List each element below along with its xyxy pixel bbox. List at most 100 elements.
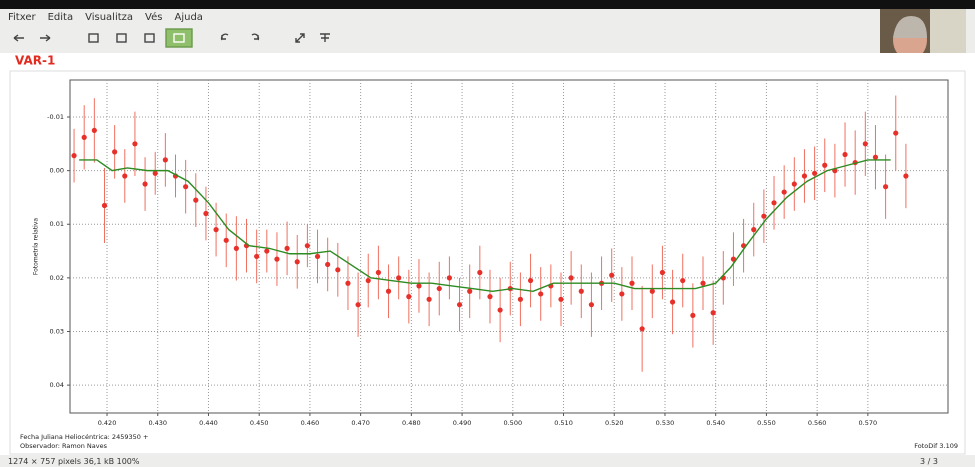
data-point	[883, 184, 889, 190]
back-button[interactable]	[13, 34, 24, 42]
chart: 0.420 0.430 0.440 0.450 0.460 0.470 0.480 0.490…	[33, 79, 949, 427]
status-page: 3 / 3	[920, 457, 938, 466]
menu-bar: Fitxer Edita Visualitza Vés Ajuda	[8, 11, 203, 23]
data-point	[183, 184, 189, 190]
data-point	[690, 312, 696, 319]
data-point	[274, 256, 280, 262]
data-point	[436, 285, 442, 292]
data-point	[406, 294, 412, 300]
title-bar	[0, 0, 975, 9]
data-point	[375, 269, 381, 276]
x-tick-label: 0.570	[859, 419, 878, 427]
data-point	[314, 253, 321, 260]
data-point	[335, 267, 341, 273]
toolbar	[13, 28, 330, 48]
smoothed-line	[79, 159, 891, 292]
menu-item[interactable]: Edita	[48, 12, 74, 23]
data-point	[659, 269, 666, 276]
data-point	[700, 280, 706, 286]
data-point	[416, 283, 422, 289]
zoom-original-button[interactable]	[165, 28, 193, 48]
data-point	[862, 141, 868, 147]
data-point	[872, 154, 879, 160]
data-point	[578, 288, 584, 294]
x-tick-label: 0.560	[808, 419, 827, 427]
zoom-original-icon	[173, 33, 185, 43]
data-point	[639, 326, 645, 332]
y-tick-label: 0.02	[50, 274, 64, 282]
y-axis-label: Fotometría relativa	[33, 218, 40, 275]
data-point	[629, 280, 635, 286]
plot-area	[69, 79, 949, 414]
x-tick-label: 0.460	[301, 419, 320, 427]
data-point	[396, 275, 402, 281]
rotate-left-button[interactable]	[220, 33, 229, 41]
data-point	[284, 245, 290, 251]
zoom-fit-button[interactable]	[88, 33, 99, 43]
data-point	[791, 181, 797, 187]
y-tick-label: 0.00	[50, 167, 64, 175]
data-point	[812, 170, 818, 176]
fullscreen-button[interactable]	[295, 33, 305, 43]
menu-item[interactable]: Vés	[145, 11, 162, 23]
x-tick-label: 0.490	[453, 419, 472, 427]
data-point	[761, 213, 767, 219]
data-point	[162, 157, 168, 163]
data-point	[426, 296, 432, 302]
data-point	[304, 243, 310, 249]
menu-item[interactable]: Ajuda	[174, 12, 202, 23]
data-point	[649, 288, 655, 294]
data-point	[903, 173, 909, 179]
data-point	[487, 294, 493, 300]
data-point	[345, 280, 351, 286]
data-point	[203, 210, 209, 217]
data-point	[101, 202, 108, 209]
x-tick-label: 0.540	[706, 419, 725, 427]
data-point	[558, 296, 564, 302]
data-point	[781, 189, 787, 195]
data-point	[112, 149, 118, 155]
x-tick-label: 0.520	[605, 419, 624, 427]
rotate-right-button[interactable]	[251, 33, 260, 41]
status-info: 1274 × 757 pixels 36,1 kB 100%	[8, 457, 140, 466]
data-point	[122, 173, 128, 179]
data-point	[588, 302, 595, 308]
data-point	[710, 310, 716, 316]
data-point	[801, 173, 808, 179]
x-tick-label: 0.550	[757, 419, 776, 427]
data-point	[730, 256, 737, 262]
forward-button[interactable]	[40, 34, 51, 42]
data-point	[822, 162, 828, 168]
data-point	[132, 141, 138, 147]
data-point	[91, 127, 97, 134]
data-point	[456, 302, 463, 308]
software-note: FotoDif 3.109	[914, 442, 958, 450]
data-point	[517, 296, 524, 302]
data-point	[71, 153, 77, 159]
data-point	[81, 134, 87, 140]
y-tick-label: 0.01	[50, 220, 64, 228]
x-axis-label: Fecha Juliana Heliocéntrica: 2459350 +	[20, 433, 148, 441]
zoom-out-button[interactable]	[144, 33, 155, 43]
data-point	[254, 253, 260, 260]
y-tick-label: 0.04	[50, 381, 64, 389]
menu-item[interactable]: Visualitza	[85, 12, 133, 23]
x-tick-label: 0.470	[351, 419, 370, 427]
menu-item[interactable]: Fitxer	[8, 12, 36, 23]
data-point	[446, 275, 453, 281]
zoom-in-button[interactable]	[116, 33, 127, 43]
x-tick-label: 0.480	[402, 419, 421, 427]
data-point	[568, 275, 574, 281]
data-point	[325, 261, 331, 268]
x-tick-label: 0.420	[98, 419, 117, 427]
data-point	[771, 200, 777, 206]
settings-button[interactable]	[320, 33, 330, 42]
x-tick-label: 0.530	[656, 419, 675, 427]
data-point	[619, 291, 625, 297]
data-point	[193, 197, 199, 203]
data-point	[294, 259, 300, 265]
observer-note: Observador: Ramon Naves	[20, 442, 108, 450]
